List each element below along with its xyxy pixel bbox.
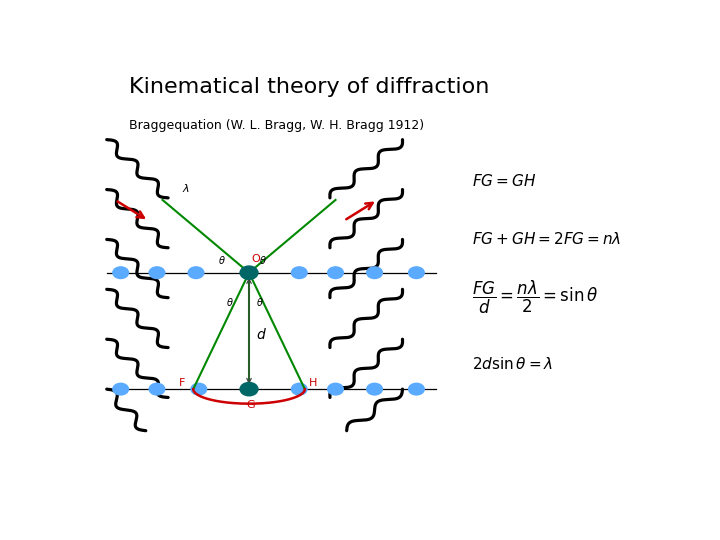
Text: $\dfrac{FG}{d} = \dfrac{n\lambda}{2} = \sin\theta$: $\dfrac{FG}{d} = \dfrac{n\lambda}{2} = \… — [472, 279, 598, 316]
Text: Braggequation (W. L. Bragg, W. H. Bragg 1912): Braggequation (W. L. Bragg, W. H. Bragg … — [129, 119, 424, 132]
Text: Kinematical theory of diffraction: Kinematical theory of diffraction — [129, 77, 490, 97]
Circle shape — [328, 383, 343, 395]
Circle shape — [191, 383, 207, 395]
Text: $\theta$: $\theta$ — [259, 254, 267, 266]
Circle shape — [188, 267, 204, 279]
Circle shape — [292, 383, 307, 395]
Text: $\theta$: $\theta$ — [218, 254, 226, 266]
Circle shape — [113, 267, 128, 279]
Circle shape — [292, 267, 307, 279]
Text: $\theta$: $\theta$ — [256, 296, 264, 308]
Text: $\theta$: $\theta$ — [225, 296, 233, 308]
Text: $FG + GH = 2FG = n\lambda$: $FG + GH = 2FG = n\lambda$ — [472, 232, 621, 247]
Text: O: O — [252, 254, 261, 264]
Circle shape — [328, 267, 343, 279]
Text: $2d\sin\theta = \lambda$: $2d\sin\theta = \lambda$ — [472, 356, 554, 372]
Circle shape — [240, 382, 258, 396]
Text: G: G — [246, 400, 255, 410]
Circle shape — [113, 383, 128, 395]
Circle shape — [149, 383, 165, 395]
Text: $FG = GH$: $FG = GH$ — [472, 173, 536, 189]
Circle shape — [366, 383, 382, 395]
Text: $d$: $d$ — [256, 327, 266, 342]
Circle shape — [366, 267, 382, 279]
Circle shape — [240, 266, 258, 279]
Text: $\lambda$: $\lambda$ — [182, 181, 190, 194]
Text: H: H — [310, 378, 318, 388]
Circle shape — [409, 267, 424, 279]
Text: F: F — [179, 378, 186, 388]
Circle shape — [409, 383, 424, 395]
Circle shape — [149, 267, 165, 279]
